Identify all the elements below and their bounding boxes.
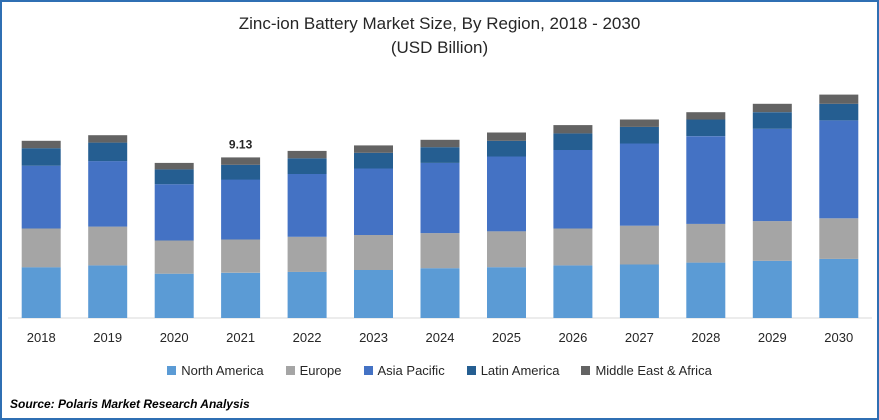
bar-segment-2029-asia-pacific <box>752 128 792 222</box>
bar-segment-2023-asia-pacific <box>354 168 393 235</box>
bar-segment-2021-middle-east-africa <box>221 157 261 165</box>
x-tick-label-2019: 2019 <box>93 330 122 345</box>
bar-segment-2021-latin-america <box>221 164 261 180</box>
chart-title: Zinc-ion Battery Market Size, By Region,… <box>238 14 641 33</box>
legend-item: Middle East & Africa <box>581 363 712 378</box>
bar-segment-2026-middle-east-africa <box>553 125 593 134</box>
bar-segment-2026-latin-america <box>553 133 593 150</box>
bar-segment-2021-asia-pacific <box>221 179 261 240</box>
bar-segment-2025-europe <box>487 231 526 268</box>
bar-segment-2029-north-america <box>752 260 792 318</box>
bar-segment-2020-north-america <box>154 273 194 318</box>
x-tick-label-2020: 2020 <box>160 330 189 345</box>
bar-segment-2018-europe <box>21 228 61 268</box>
bar-segment-2027-europe <box>619 225 659 265</box>
bar-segment-2021-north-america <box>221 272 261 318</box>
bar-segment-2026-europe <box>553 228 593 266</box>
bar-segment-2022-north-america <box>287 271 327 318</box>
x-tick-label-2024: 2024 <box>426 330 455 345</box>
bar-segment-2019-middle-east-africa <box>88 135 128 143</box>
bar-segment-2020-middle-east-africa <box>154 162 194 170</box>
bar-segment-2025-latin-america <box>487 140 526 157</box>
x-tick-label-2027: 2027 <box>625 330 654 345</box>
legend-item: Asia Pacific <box>363 363 445 378</box>
legend-swatch <box>581 366 591 375</box>
legend-swatch <box>167 366 177 375</box>
x-tick-label-2023: 2023 <box>359 330 388 345</box>
bar-segment-2024-middle-east-africa <box>420 139 460 148</box>
bar-segment-2027-latin-america <box>619 126 659 144</box>
legend-label: Latin America <box>480 363 560 378</box>
bar-segment-2018-north-america <box>21 267 61 318</box>
legend-label: Europe <box>299 363 342 378</box>
bar-segment-2025-middle-east-africa <box>487 132 526 141</box>
bar-segment-2024-europe <box>420 233 460 269</box>
bar-segment-2030-north-america <box>819 258 859 318</box>
bar-segment-2025-north-america <box>487 267 526 318</box>
data-label-2021: 9.13 <box>229 137 253 151</box>
bar-segment-2022-middle-east-africa <box>287 150 327 159</box>
bar-segment-2019-europe <box>88 226 128 266</box>
bar-segment-2022-asia-pacific <box>287 174 327 237</box>
source-note: Source: Polaris Market Research Analysis <box>10 397 250 411</box>
bar-segment-2028-middle-east-africa <box>686 112 726 120</box>
legend-item: Europe <box>285 363 342 378</box>
legend-swatch <box>466 366 476 375</box>
bar-segment-2030-middle-east-africa <box>819 94 859 104</box>
bar-segment-2018-asia-pacific <box>21 165 61 229</box>
bar-segment-2022-europe <box>287 236 327 272</box>
bar-segment-2025-asia-pacific <box>487 156 526 232</box>
x-tick-label-2030: 2030 <box>824 330 853 345</box>
x-tick-label-2028: 2028 <box>691 330 720 345</box>
bar-segment-2028-north-america <box>686 262 726 318</box>
bar-segment-2023-latin-america <box>354 152 393 169</box>
bar-segment-2023-north-america <box>354 270 393 318</box>
x-tick-label-2022: 2022 <box>293 330 322 345</box>
bar-segment-2030-latin-america <box>819 103 859 121</box>
bar-segment-2029-latin-america <box>752 112 792 129</box>
bar-segment-2020-asia-pacific <box>154 184 194 241</box>
bar-segment-2030-asia-pacific <box>819 120 859 219</box>
bar-segment-2020-europe <box>154 240 194 274</box>
bar-segment-2023-europe <box>354 234 393 270</box>
legend-item: North America <box>167 363 264 378</box>
bar-segment-2019-latin-america <box>88 142 128 162</box>
legend-item: Latin America <box>466 363 560 378</box>
bar-segment-2018-middle-east-africa <box>21 140 61 149</box>
legend-label: North America <box>181 363 264 378</box>
bar-segment-2022-latin-america <box>287 158 327 174</box>
bar-segment-2023-middle-east-africa <box>354 145 393 153</box>
bar-segment-2024-latin-america <box>420 147 460 163</box>
x-tick-label-2018: 2018 <box>27 330 56 345</box>
bar-segment-2028-latin-america <box>686 119 726 137</box>
bar-segment-2028-europe <box>686 223 726 263</box>
bar-segment-2020-latin-america <box>154 169 194 185</box>
bar-segment-2021-europe <box>221 239 261 273</box>
bar-segment-2029-middle-east-africa <box>752 103 792 113</box>
chart-subtitle: (USD Billion) <box>390 38 489 57</box>
bar-segment-2030-europe <box>819 218 859 259</box>
bar-segment-2024-north-america <box>420 268 460 318</box>
bar-segment-2026-asia-pacific <box>553 150 593 229</box>
bar-segment-2018-latin-america <box>21 148 61 166</box>
x-tick-label-2021: 2021 <box>226 330 255 345</box>
bar-segment-2019-north-america <box>88 265 128 318</box>
legend-swatch <box>363 366 373 375</box>
legend-label: Asia Pacific <box>377 363 445 378</box>
legend-label: Middle East & Africa <box>595 363 712 378</box>
x-tick-label-2029: 2029 <box>758 330 787 345</box>
bar-segment-2027-middle-east-africa <box>619 119 659 127</box>
bar-segment-2028-asia-pacific <box>686 136 726 224</box>
bar-segment-2019-asia-pacific <box>88 161 128 227</box>
x-tick-label-2026: 2026 <box>558 330 587 345</box>
chart-legend: North America Europe Asia Pacific Latin Ame… <box>0 363 879 378</box>
bar-segment-2027-asia-pacific <box>619 143 659 226</box>
bar-segment-2029-europe <box>752 221 792 261</box>
bar-segment-2027-north-america <box>619 264 659 318</box>
bar-segment-2026-north-america <box>553 265 593 318</box>
bar-chart: 2018 2019 2020 9.13 2021 2022 2023 2024 2025 2026… <box>8 94 872 345</box>
bar-segment-2024-asia-pacific <box>420 162 460 234</box>
legend-swatch <box>285 366 295 375</box>
x-tick-label-2025: 2025 <box>492 330 521 345</box>
